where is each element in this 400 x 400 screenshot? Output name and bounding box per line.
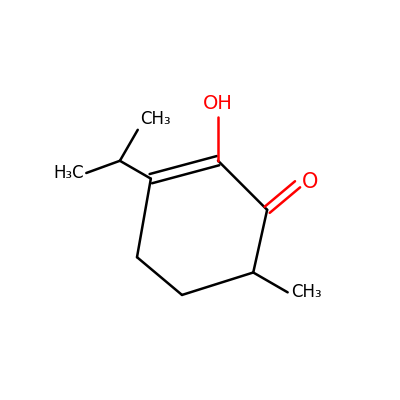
Text: CH₃: CH₃ — [291, 283, 322, 301]
Text: H₃C: H₃C — [54, 164, 84, 182]
Text: O: O — [302, 172, 319, 192]
Text: OH: OH — [203, 94, 233, 113]
Text: CH₃: CH₃ — [140, 110, 170, 128]
